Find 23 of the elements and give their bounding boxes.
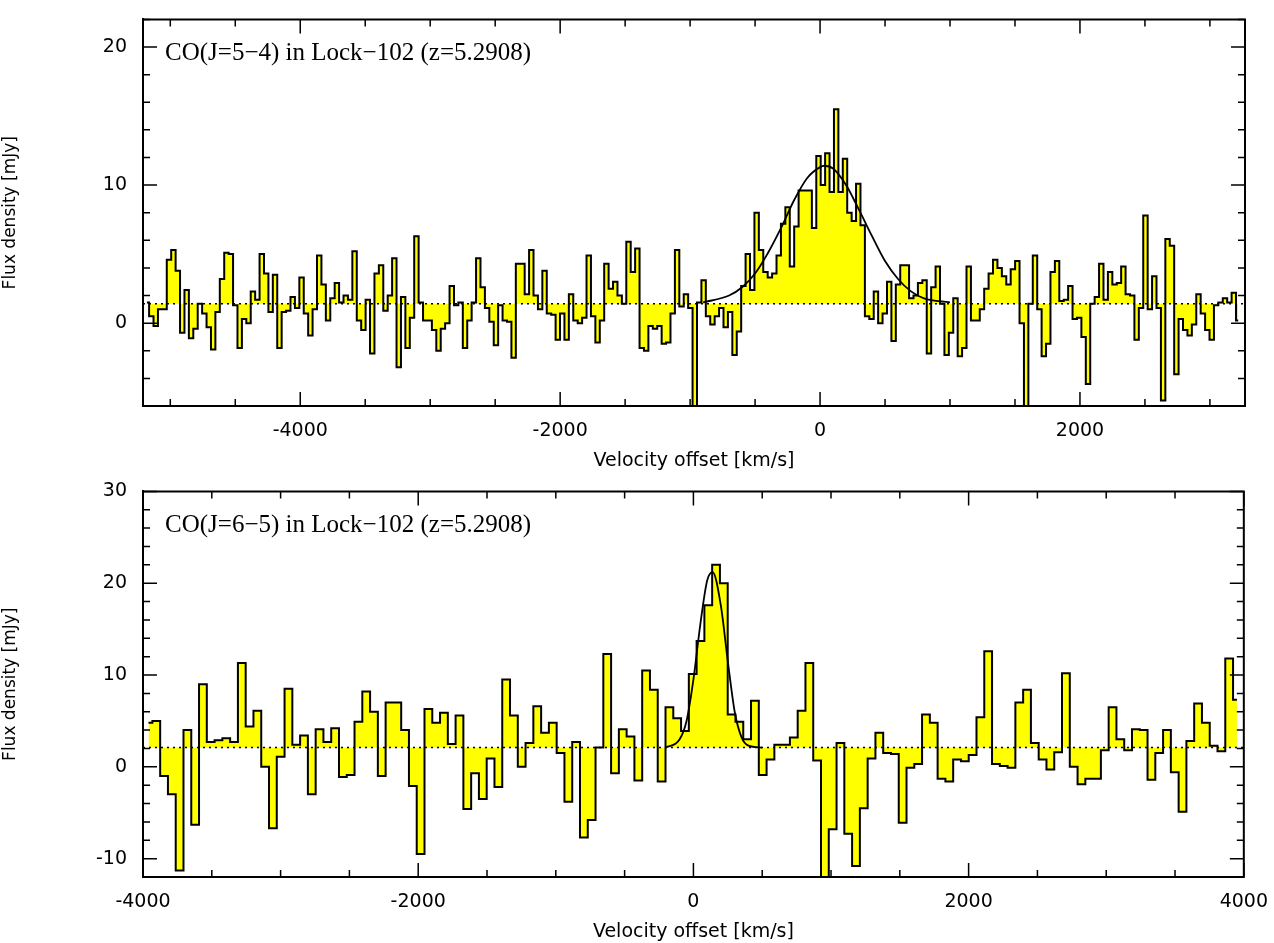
y-tick-label: 10 [102, 661, 127, 684]
x-tick-label: 0 [814, 418, 827, 441]
y-tick-label: 0 [114, 753, 127, 776]
y-axis-title: Flux density [mJy] [0, 136, 19, 290]
y-tick-label: 0 [114, 310, 127, 333]
y-tick-label: 30 [102, 478, 127, 501]
y-tick-label: 10 [102, 172, 127, 195]
text: CO(J=5−4) in Lock−102 (z=5.2908) [165, 38, 532, 67]
y-axis-title: Flux density [mJy] [0, 607, 19, 761]
x-tick-label: -4000 [115, 889, 171, 912]
x-axis-title: Velocity offset [km/s] [592, 918, 794, 941]
x-tick-label: 2000 [1055, 418, 1105, 441]
y-tick-label: -10 [95, 845, 127, 868]
x-tick-label: 2000 [944, 889, 993, 912]
x-axis-title: Velocity offset [km/s] [593, 447, 795, 470]
x-tick-label: 0 [687, 889, 700, 912]
x-tick-label: -4000 [272, 418, 328, 441]
y-tick-label: 20 [102, 33, 127, 56]
text: CO(J=6−5) in Lock−102 (z=5.2908) [165, 510, 532, 539]
x-tick-label: -2000 [532, 418, 588, 441]
x-tick-label: 4000 [1219, 889, 1268, 912]
x-tick-label: -2000 [390, 889, 446, 912]
y-tick-label: 20 [102, 570, 127, 593]
